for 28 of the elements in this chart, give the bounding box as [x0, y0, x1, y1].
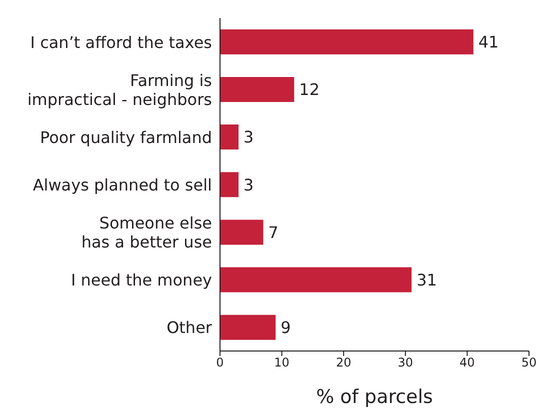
bar	[220, 314, 276, 340]
bar	[220, 124, 239, 150]
bar	[220, 29, 474, 54]
x-tick-label: 40	[460, 356, 475, 370]
y-tick-label: Someone else has a better use	[81, 213, 212, 252]
y-tick-label: I need the money	[70, 270, 212, 290]
data-label: 3	[244, 128, 254, 147]
y-tick-label: I can’t afford the taxes	[30, 32, 212, 52]
data-label: 7	[268, 222, 278, 242]
data-label: 31	[416, 270, 437, 290]
x-tick-label: 0	[216, 356, 224, 370]
x-tick-label: 50	[521, 356, 537, 370]
y-tick-label: Farming is impractical - neighbors	[27, 70, 212, 108]
data-label: 9	[280, 318, 291, 338]
x-axis-title: % of parcels	[316, 386, 433, 408]
data-label: 12	[299, 80, 320, 100]
bar	[220, 267, 412, 292]
y-tick-label: Always planned to sell	[32, 175, 212, 194]
x-tick-label: 10	[274, 356, 290, 370]
data-label: 3	[244, 175, 254, 194]
x-tick-label: 20	[336, 356, 352, 370]
bar	[220, 76, 294, 102]
bar	[220, 172, 239, 198]
bar	[220, 220, 264, 245]
data-label: 41	[478, 32, 499, 52]
y-tick-label: Other	[166, 318, 212, 337]
x-tick-label: 30	[398, 356, 414, 370]
y-tick-label: Poor quality farmland	[40, 127, 212, 146]
